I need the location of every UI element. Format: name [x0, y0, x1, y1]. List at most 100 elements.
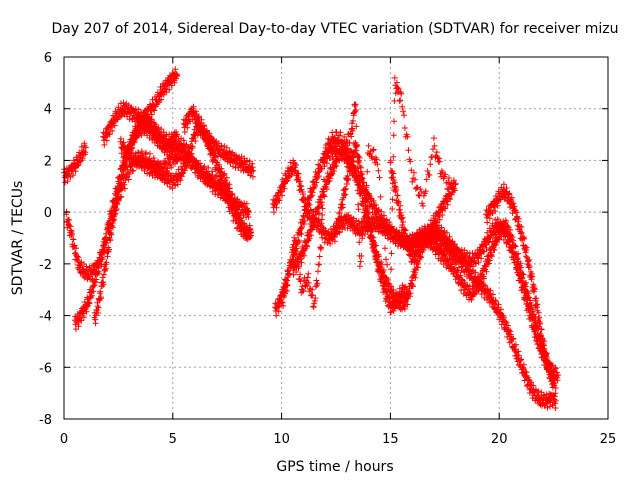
data-point — [98, 254, 105, 261]
data-point — [316, 253, 323, 260]
data-point — [97, 288, 104, 295]
data-point — [389, 206, 396, 212]
data-point — [318, 244, 325, 251]
data-point — [162, 85, 169, 92]
data-point — [106, 225, 113, 232]
data-point — [86, 299, 93, 306]
data-point — [100, 243, 107, 250]
data-point — [120, 172, 127, 178]
data-point — [70, 172, 77, 179]
data-point — [112, 207, 119, 214]
data-point — [66, 170, 73, 177]
data-point — [98, 294, 104, 301]
data-point — [348, 126, 355, 133]
data-point — [73, 245, 79, 252]
data-point — [73, 156, 80, 163]
data-point — [87, 276, 94, 283]
data-point — [384, 261, 391, 268]
data-point — [100, 271, 107, 278]
data-point — [131, 137, 138, 143]
data-point — [90, 288, 97, 295]
data-point — [376, 174, 383, 181]
data-point — [357, 258, 364, 265]
data-point — [128, 142, 135, 149]
data-point — [111, 212, 118, 218]
data-point — [132, 134, 139, 141]
data-point — [80, 314, 87, 321]
data-point — [117, 186, 124, 193]
data-point — [125, 169, 132, 176]
data-point — [129, 131, 136, 138]
data-point — [120, 168, 127, 175]
data-point — [375, 167, 382, 174]
data-point — [163, 160, 170, 167]
data-point — [316, 261, 323, 268]
data-point — [103, 259, 110, 266]
data-point — [95, 304, 102, 311]
data-point — [78, 317, 85, 324]
data-point — [168, 164, 175, 171]
data-point — [112, 203, 119, 210]
data-point — [130, 167, 137, 174]
data-point — [110, 224, 116, 231]
data-point — [305, 270, 312, 277]
data-point — [189, 162, 196, 169]
data-point — [125, 176, 132, 183]
data-point — [356, 239, 363, 246]
data-point — [356, 263, 363, 270]
data-point — [205, 164, 212, 171]
data-point — [94, 303, 101, 310]
data-point — [95, 310, 102, 316]
data-point — [158, 96, 165, 103]
data-point — [92, 320, 99, 327]
data-point — [66, 217, 73, 223]
data-point — [106, 246, 112, 253]
data-point — [121, 185, 128, 192]
data-point — [108, 231, 115, 238]
data-point — [79, 155, 86, 162]
data-point — [203, 168, 210, 175]
data-point — [118, 193, 125, 200]
data-point — [126, 171, 133, 178]
data-point — [313, 277, 320, 284]
data-point — [166, 86, 173, 93]
data-point — [382, 245, 388, 252]
data-point — [388, 266, 395, 273]
data-point — [172, 160, 178, 167]
data-point — [82, 144, 89, 151]
data-point — [93, 276, 100, 283]
data-point — [147, 150, 153, 157]
data-point — [103, 265, 110, 272]
data-point — [171, 79, 178, 86]
data-point — [377, 193, 384, 200]
data-point — [88, 292, 95, 299]
data-point — [315, 268, 321, 275]
data-point — [365, 142, 372, 149]
data-point — [78, 143, 85, 150]
data-point — [100, 281, 107, 288]
data-point — [245, 207, 252, 214]
data-point — [391, 118, 397, 125]
series-track-d — [91, 66, 181, 327]
data-point — [194, 161, 201, 168]
data-point — [94, 270, 101, 277]
data-point — [209, 174, 215, 181]
data-point — [118, 179, 125, 186]
data-point — [391, 98, 398, 104]
data-point — [355, 206, 362, 213]
data-point — [75, 162, 82, 168]
data-point — [246, 209, 252, 216]
series-track-e — [100, 99, 181, 151]
data-point — [123, 164, 130, 171]
data-point — [157, 84, 164, 90]
data-point — [107, 236, 114, 243]
data-point — [390, 132, 397, 139]
series-track-a — [61, 140, 89, 186]
data-point — [130, 138, 137, 145]
data-points — [61, 66, 561, 411]
data-point — [143, 149, 150, 156]
data-point — [319, 212, 326, 218]
data-point — [388, 250, 395, 257]
data-point — [95, 270, 102, 277]
data-point — [383, 256, 389, 263]
